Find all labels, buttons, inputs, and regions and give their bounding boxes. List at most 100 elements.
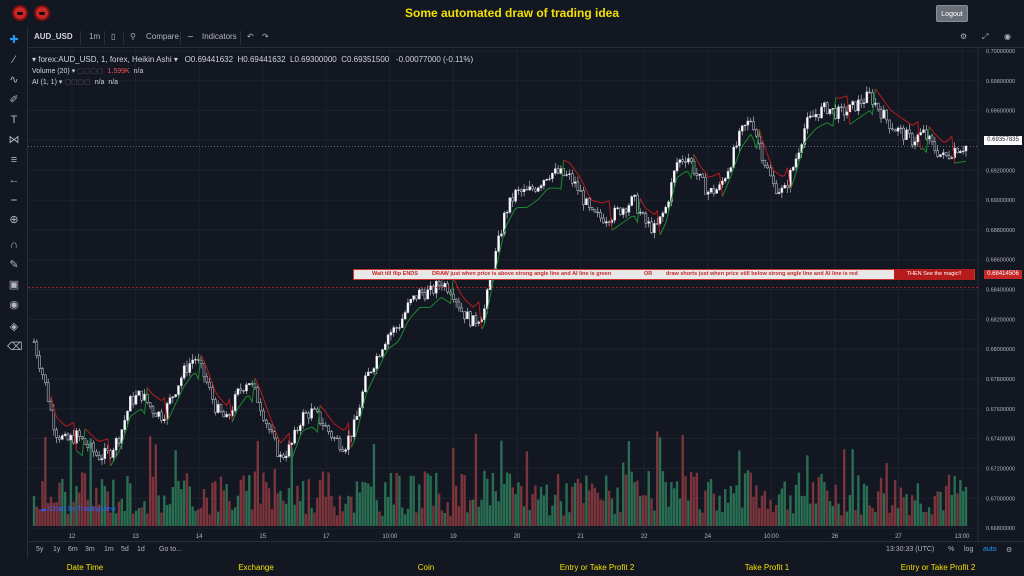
candle-body [650,221,653,233]
fullscreen-icon[interactable]: ⤢ [982,32,989,41]
brush-icon[interactable]: ∿ [9,74,19,86]
volume-bar [936,491,939,526]
ai-dropdown-icon[interactable]: ▾ [58,79,63,86]
candle-body [655,223,659,225]
price-chart[interactable]: 0.700000000.698000000.696000000.69400000… [28,48,1024,541]
volume-bar [814,503,818,526]
percent-scale-toggle[interactable]: % [948,546,955,553]
watermark[interactable]: ☁ Chart by TradingView [40,505,116,513]
volume-bar [726,502,730,526]
range-1d[interactable]: 1d [137,546,145,553]
ai-study-label[interactable]: AI (1, 1) [32,79,57,86]
trend-line-icon[interactable]: ∕ [13,54,15,66]
volume-dropdown-icon[interactable]: ▾ [71,68,76,75]
goto-date-button[interactable]: Go to... [159,546,182,553]
volume-bar [324,496,327,526]
volume-bar [395,472,398,526]
draw-mode-icon[interactable]: ✎ [9,259,19,271]
scale-settings-icon[interactable]: ⚙ [1006,547,1013,554]
x-tick-label: 24 [704,534,711,540]
volume-bar [58,482,61,526]
crosshair-icon[interactable]: ✚ [9,34,19,46]
candle-body [259,402,262,412]
range-5y[interactable]: 5y [36,546,44,553]
volume-bar [789,495,792,526]
volume-bar [197,509,200,526]
volume-bar [698,509,701,526]
candle-body [638,211,642,214]
volume-bar [327,472,330,526]
settings-gear-icon[interactable]: ⚙ [960,32,968,41]
logout-button[interactable]: Logout [936,5,968,22]
candle-body [882,109,886,119]
undo-icon[interactable]: ↶ [247,32,254,41]
candle-body [964,145,968,152]
footer-col-entry-tp2-a: Entry or Take Profit 2 [559,563,635,572]
volume-bar [219,476,223,526]
fib-icon[interactable]: ≡ [10,154,18,166]
range-3m[interactable]: 3m [85,546,95,553]
range-5d[interactable]: 5d [121,546,129,553]
candle-body [41,368,44,376]
candle-body [256,387,260,403]
auto-scale-toggle[interactable]: auto [983,546,997,553]
volume-bar [358,492,361,526]
range-6m[interactable]: 6m [68,546,78,553]
chart-type-icon[interactable]: ▯ [111,32,116,41]
x-tick-label: 20 [514,534,521,540]
range-1y[interactable]: 1y [53,546,61,553]
legend-expand-icon[interactable]: ▾ [32,55,37,64]
eye-icon[interactable]: ◉ [9,299,19,311]
log-scale-toggle[interactable]: log [964,546,974,553]
candle-body [653,223,656,233]
candle-body [100,458,104,461]
candle-body [131,396,135,405]
indicators-icon: ∼ [187,32,194,41]
candle-body [437,281,441,286]
volume-bar [310,507,313,526]
range-1m[interactable]: 1m [104,546,114,553]
indicators-button[interactable]: Indicators [202,32,237,41]
symbol-selector[interactable]: AUD_USD [34,32,73,41]
interval-selector[interactable]: 1m [89,32,101,41]
volume-bar [256,440,259,526]
candle-body [296,429,299,432]
volume-bar [344,503,347,526]
pen-icon[interactable]: ✐ [9,94,19,106]
candle-body [647,221,650,224]
utc-clock[interactable]: 13:30:33 (UTC) [886,546,935,553]
back-arrow-icon[interactable]: ← [8,174,20,186]
volume-bar [871,508,874,526]
lock-icon[interactable]: ▣ [8,279,20,291]
volume-bar [658,437,662,526]
candle-body [613,207,616,221]
volume-bar [398,475,401,526]
volume-bar [352,512,356,526]
camera-icon[interactable]: ◉ [1004,32,1011,41]
compare-button[interactable]: Compare [146,32,179,41]
pattern-icon[interactable]: ⋈ [8,134,20,146]
ruler-icon[interactable]: ⎯ [11,194,17,206]
volume-bar [514,494,517,526]
volume-bar [282,500,285,526]
layers-icon[interactable]: ◈ [9,321,19,333]
zoom-in-icon[interactable]: ⊕ [9,214,19,226]
volume-bar [905,494,908,526]
volume-bar [129,483,132,526]
candle-body [140,390,143,401]
legend-dropdown-icon[interactable]: ▾ [173,55,178,64]
redo-icon[interactable]: ↷ [262,32,269,41]
ai-controls-icon[interactable]: ▢▢▢▢ [64,79,91,86]
volume-bar [831,505,835,526]
volume-bar [211,482,214,526]
volume-study-label[interactable]: Volume (20) [32,68,70,75]
candle-body [757,135,761,145]
trash-icon[interactable]: ⌫ [7,341,23,353]
text-tool-icon[interactable]: T [10,114,18,126]
volume-bar [681,434,684,526]
volume-controls-icon[interactable]: ▢▢▢▢ [77,68,104,75]
candle-body [287,444,291,457]
volume-bar [650,498,653,526]
volume-bar [423,471,427,526]
magnet-icon[interactable]: ∩ [10,239,18,251]
